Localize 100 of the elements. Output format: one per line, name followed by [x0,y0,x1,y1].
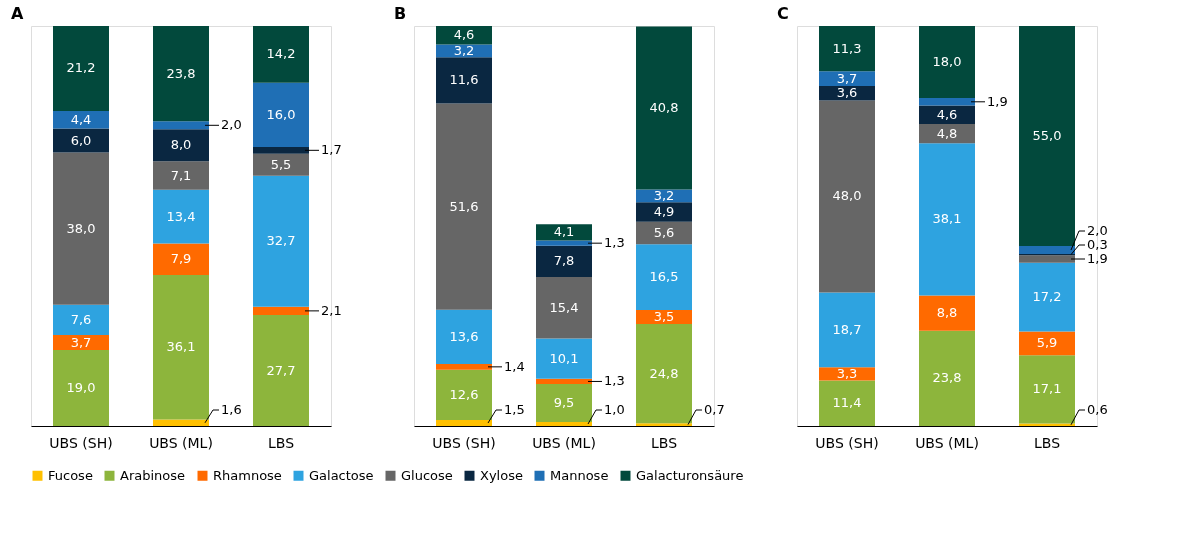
data-label: 15,4 [549,299,579,315]
bar [919,124,975,144]
bar [919,330,975,426]
data-label: 19,0 [66,379,96,395]
data-label: 4,6 [936,106,958,122]
bar [919,98,975,106]
chart-title: B [394,4,407,23]
bar [253,175,309,307]
bar [53,335,109,350]
legend-label: Galacturonsäure [636,467,744,483]
bar [253,315,309,426]
data-label: 0,6 [1087,402,1108,417]
data-label: 1,3 [604,373,625,389]
data-label: 10,1 [549,350,579,366]
data-label: 3,3 [836,365,858,381]
legend-label: Arabinose [120,467,186,483]
bar [153,243,209,276]
bar [536,240,592,246]
data-label: 17,1 [1032,381,1062,397]
data-label: 38,0 [66,220,96,236]
data-label: 36,1 [166,339,196,355]
bar [253,82,309,147]
data-label: 27,7 [266,362,296,378]
bar [636,324,692,424]
data-label: 23,8 [932,370,962,386]
bar [153,26,209,122]
chart-title: C [777,4,789,23]
bar [153,121,209,130]
bar [536,378,592,385]
data-label: 5,5 [270,156,292,172]
x-tick-label: UBS (SH) [49,434,113,451]
data-label: 6,0 [70,132,92,148]
bar [436,57,492,104]
data-label: 1,5 [504,402,525,417]
data-label: 23,8 [166,65,196,81]
data-label: 48,0 [832,188,862,204]
bar [1019,255,1075,263]
x-tick-label: UBS (ML) [149,434,213,451]
x-tick-label: LBS [267,434,295,451]
data-label: 2,0 [1087,223,1108,238]
bar [1019,355,1075,424]
bar [153,419,209,426]
bar [53,349,109,426]
data-label: 1,0 [604,402,625,417]
bar [536,384,592,422]
bar [819,100,875,293]
data-label: 1,7 [321,142,342,158]
data-label: 1,3 [604,235,625,251]
bar [636,202,692,222]
bar [153,189,209,244]
bar [53,128,109,153]
bar [819,292,875,368]
bar [636,244,692,311]
bar [436,369,492,421]
bar [1019,246,1075,254]
data-label: 0,3 [1087,237,1108,252]
x-tick-label: UBS (ML) [915,434,979,451]
bar [253,26,309,83]
data-label: 1,9 [987,93,1008,109]
data-label: 4,9 [653,204,675,220]
legend-label: Galactose [309,467,374,483]
data-label: 9,5 [553,395,575,411]
data-label: 16,0 [266,106,296,122]
data-label: 55,0 [1032,128,1062,143]
bar [536,422,592,426]
data-label: 4,8 [936,125,958,141]
data-label: 7,8 [553,253,575,269]
data-label: 0,7 [704,402,725,417]
x-tick-label: UBS (ML) [532,434,596,451]
data-label: 7,6 [70,311,92,327]
data-label: 3,5 [653,309,675,325]
data-label: 11,4 [832,395,862,411]
data-label: 8,8 [936,305,958,321]
data-label: 2,0 [221,117,242,133]
legend-label: Fucose [48,467,93,483]
bar [1019,262,1075,332]
bar [153,161,209,190]
bar [436,364,492,370]
bar [436,44,492,58]
data-label: 2,1 [321,302,342,318]
data-label: 5,6 [653,224,675,240]
bar [253,153,309,176]
bar [53,152,109,305]
bar [153,275,209,420]
data-label: 11,3 [832,40,862,56]
legend-label: Xylose [480,467,523,483]
data-label: 8,0 [170,137,192,153]
bar [536,245,592,277]
legend-label: Glucose [401,467,453,483]
data-label: 3,2 [653,187,675,203]
bar [253,146,309,154]
bar [53,110,109,129]
data-label: 14,2 [266,46,296,62]
data-label: 1,4 [504,358,525,374]
data-label: 3,7 [836,70,858,86]
chart-title: A [11,4,24,23]
data-label: 18,0 [932,54,962,69]
legend-label: Mannose [550,467,609,483]
data-label: 13,6 [449,328,479,344]
data-label: 51,6 [449,198,479,214]
